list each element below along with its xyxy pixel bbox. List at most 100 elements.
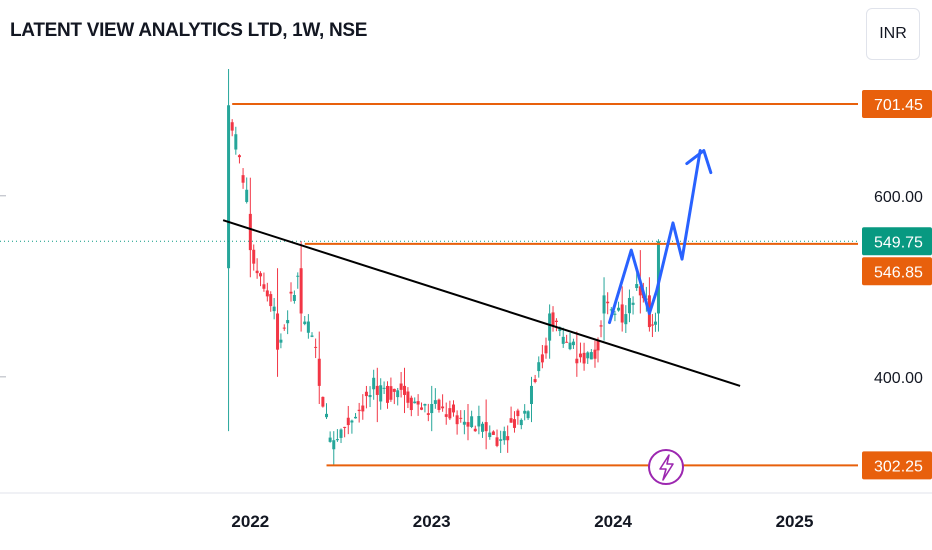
candle-body	[589, 352, 593, 360]
candle-body	[375, 385, 379, 395]
candle-body	[613, 313, 617, 315]
candle-body	[455, 415, 459, 425]
candle-body	[554, 320, 558, 322]
time-axis: 2022 2023 2024 2025	[231, 512, 813, 531]
candle-body	[272, 306, 276, 312]
candle-body	[296, 275, 300, 277]
candle-body	[368, 395, 372, 398]
candle-body	[602, 295, 606, 314]
price-badges: 701.45 549.75 546.85 302.25	[862, 89, 932, 480]
currency-button[interactable]: INR	[866, 8, 920, 60]
candle-body	[477, 415, 481, 427]
x-tick-label: 2024	[594, 512, 632, 531]
candle-body	[321, 396, 325, 407]
price-badge-label: 701.45	[874, 97, 923, 114]
candle-body	[620, 304, 624, 323]
candle-body	[495, 437, 499, 446]
candle-body	[379, 385, 383, 402]
candle-body	[406, 391, 410, 403]
candle-body	[252, 249, 256, 264]
candle-body	[403, 385, 407, 395]
candle-body	[448, 408, 452, 419]
candle-body	[502, 431, 506, 441]
candle-body	[473, 428, 477, 432]
candle-body	[248, 213, 252, 251]
price-badge[interactable]	[862, 451, 932, 480]
candle-body	[430, 404, 434, 414]
trendline[interactable]	[222, 219, 741, 387]
candle-body	[488, 432, 492, 438]
candlestick-series	[227, 69, 660, 466]
candle-body	[286, 320, 290, 324]
candle-body	[596, 340, 600, 351]
candle-body	[255, 270, 259, 274]
candle-body	[416, 401, 420, 405]
x-tick-label: 2022	[231, 512, 269, 531]
candle-body	[544, 345, 548, 354]
candle-body	[481, 423, 485, 432]
trendline-layer	[222, 219, 741, 387]
candle-body	[551, 312, 555, 327]
candle-body	[230, 122, 234, 131]
candle-body	[303, 321, 307, 325]
candle-body	[624, 314, 628, 325]
candle-body	[537, 362, 541, 372]
candle-body	[386, 385, 390, 403]
candle-body	[516, 410, 520, 417]
flash-event-marker[interactable]	[648, 449, 684, 485]
candle-body	[437, 399, 441, 410]
candle-body	[343, 426, 347, 428]
candle-body	[433, 400, 437, 404]
y-tick-label: 600.00	[874, 189, 923, 206]
candle-body	[627, 297, 631, 314]
candle-body	[575, 358, 579, 364]
candle-body	[426, 413, 430, 415]
candle-body	[364, 391, 368, 397]
x-tick-label: 2023	[413, 512, 451, 531]
candle-body	[441, 406, 445, 409]
candle-body	[361, 405, 365, 412]
projection-path[interactable]	[607, 149, 702, 325]
price-badge[interactable]	[862, 257, 932, 286]
candle-body	[635, 284, 639, 289]
candle-body	[372, 377, 376, 390]
candle-body	[227, 105, 231, 269]
projection-layer	[607, 149, 713, 325]
candle-body	[350, 420, 354, 423]
price-badge-label: 549.75	[874, 234, 923, 251]
candle-body	[310, 335, 314, 337]
candle-body	[314, 346, 318, 348]
candle-body	[444, 414, 448, 417]
candle-body	[451, 404, 455, 413]
price-badge[interactable]	[862, 227, 932, 256]
candle-body	[571, 341, 575, 346]
price-badge[interactable]	[862, 89, 932, 118]
candle-body	[259, 273, 263, 277]
candle-body	[568, 342, 572, 350]
candle-body	[529, 385, 533, 404]
candle-body	[234, 134, 238, 150]
candle-body	[237, 155, 241, 158]
candle-body	[262, 284, 266, 289]
candle-body	[578, 353, 582, 358]
candle-body	[389, 386, 393, 400]
candle-body	[399, 383, 403, 390]
candle-body	[609, 309, 613, 311]
candle-body	[354, 416, 358, 419]
candle-body	[526, 411, 530, 419]
candle-body	[317, 358, 321, 386]
chart-title: LATENT VIEW ANALYTICS LTD, 1W, NSE	[10, 20, 368, 41]
candle-body	[289, 291, 293, 294]
candle-body	[606, 301, 610, 304]
candle-body	[459, 417, 463, 419]
candle-body	[638, 286, 642, 296]
candle-body	[413, 401, 417, 404]
candle-body	[533, 379, 537, 382]
candle-body	[617, 307, 621, 311]
candle-body	[299, 268, 303, 314]
candle-body	[599, 325, 603, 327]
x-tick-label: 2025	[776, 512, 814, 531]
candle-body	[593, 349, 597, 359]
horizontal-levels	[232, 102, 858, 467]
